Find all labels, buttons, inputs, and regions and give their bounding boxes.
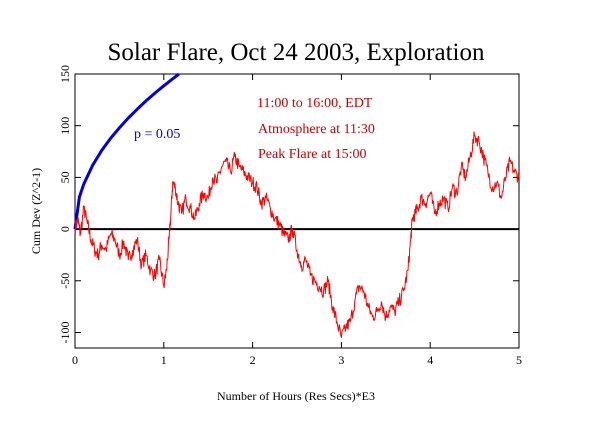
x-tick-label: 4 xyxy=(427,353,433,367)
y-tick-label: -100 xyxy=(58,321,72,343)
y-tick-label: -50 xyxy=(58,273,72,289)
x-axis-ticks: 0 1 2 3 4 5 xyxy=(72,74,522,367)
y-axis-ticks: -100 -50 0 50 100 150 xyxy=(58,65,519,343)
x-tick-label: 3 xyxy=(338,353,344,367)
y-tick-label: 0 xyxy=(58,226,72,232)
y-axis-label: Cum Dev (Z^2-1) xyxy=(29,168,43,254)
cumulative-deviation-line xyxy=(74,131,520,338)
plot-frame xyxy=(74,73,520,349)
significance-curve xyxy=(73,72,180,230)
y-tick-label: 50 xyxy=(58,171,72,183)
annotation-time-range: 11:00 to 16:00, EDT xyxy=(257,96,373,111)
annotation-atmosphere: Atmosphere at 11:30 xyxy=(258,122,375,137)
x-axis-label: Number of Hours (Res Secs)*E3 xyxy=(217,389,375,403)
x-tick-label: 2 xyxy=(250,353,256,367)
significance-label: p = 0.05 xyxy=(134,127,180,142)
x-tick-label: 0 xyxy=(72,353,78,367)
x-tick-label: 1 xyxy=(161,353,167,367)
annotation-peak-flare: Peak Flare at 15:00 xyxy=(258,147,366,162)
chart-title: Solar Flare, Oct 24 2003, Exploration xyxy=(107,39,485,66)
y-tick-label: 100 xyxy=(58,117,72,135)
x-tick-label: 5 xyxy=(516,353,522,367)
y-tick-label: 150 xyxy=(58,65,72,83)
